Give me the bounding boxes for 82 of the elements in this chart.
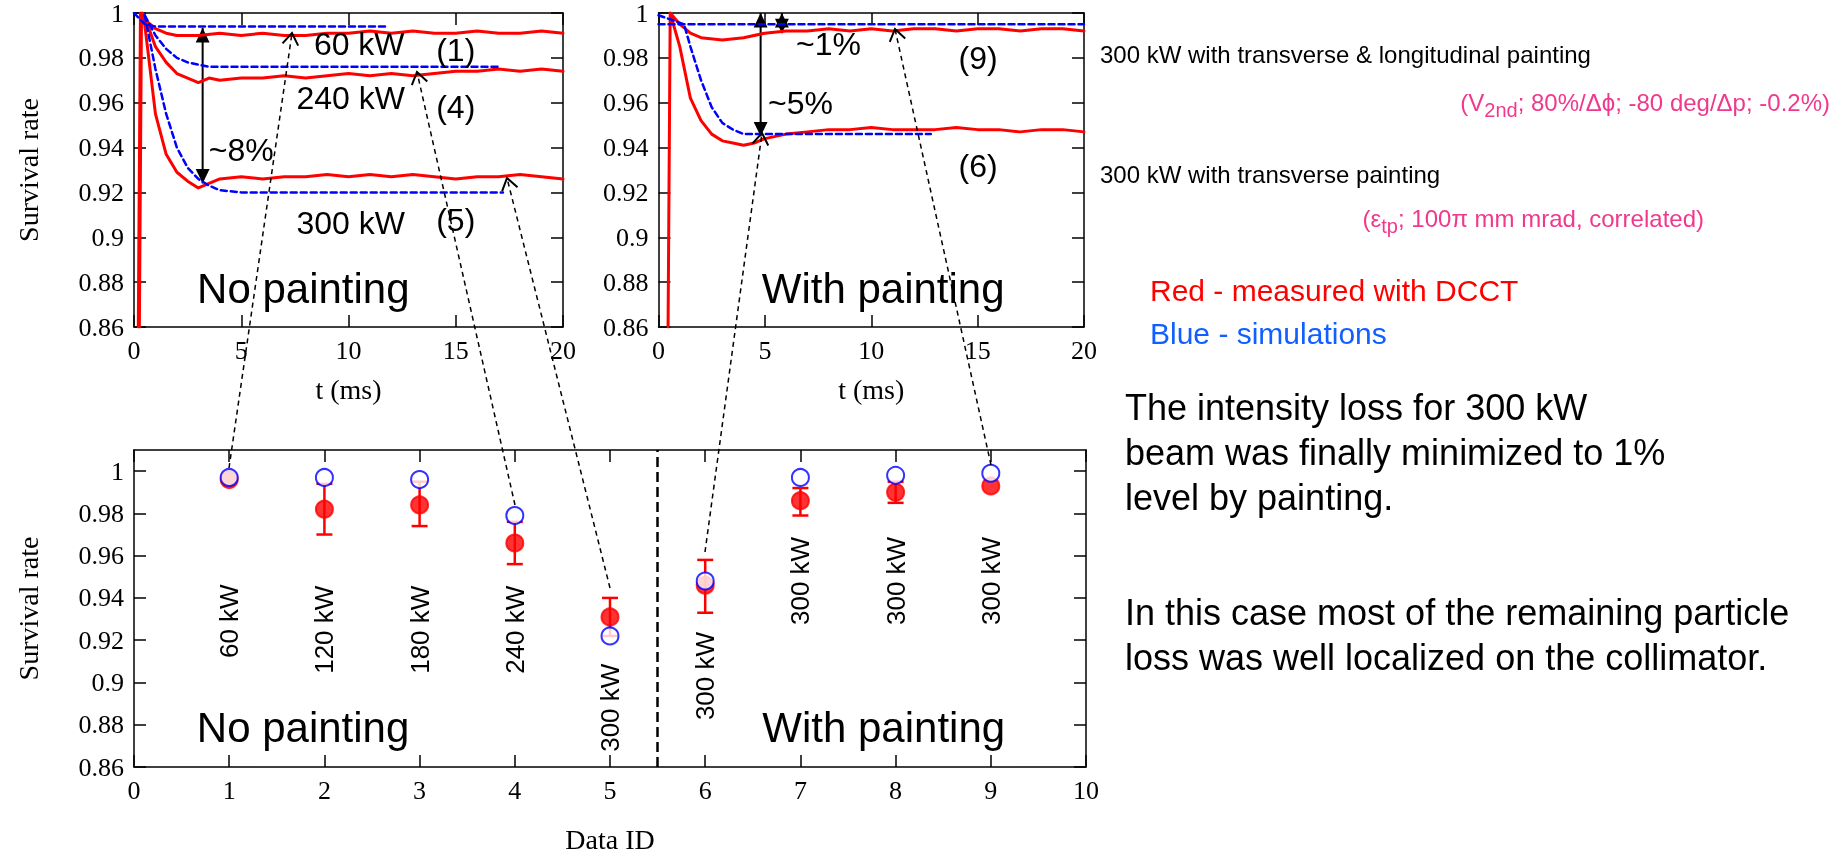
- y-tick-label: 0.96: [603, 88, 649, 118]
- annotation: 240 kW: [296, 80, 406, 117]
- x-tick-label: 15: [442, 335, 469, 365]
- x-tick-label: 10: [858, 335, 885, 365]
- y-tick-label: 0.96: [78, 541, 124, 571]
- y-tick-label: 1: [635, 0, 649, 28]
- y-tick-label: 0.98: [78, 43, 124, 73]
- annotation: (1): [436, 31, 476, 68]
- annotation: 180 kW: [404, 585, 435, 674]
- y-tick-label: 0.86: [603, 312, 649, 342]
- y-tick-label: 0.88: [78, 267, 124, 297]
- y-tick-label: 1: [111, 456, 124, 486]
- x-tick-label: 6: [698, 775, 712, 805]
- x-tick-label: 0: [127, 775, 141, 805]
- annotation: 300 kW: [690, 631, 721, 721]
- x-tick-label: 20: [1071, 335, 1097, 365]
- y-tick-label: 0.86: [78, 312, 124, 342]
- x-tick-label: 3: [413, 775, 427, 805]
- y-tick-label: 0.92: [78, 625, 124, 655]
- x-tick-label: 0: [127, 335, 141, 365]
- annotation: 300 kW: [595, 663, 625, 752]
- y-axis-title: Survival rate: [12, 98, 44, 242]
- text: 300 kW with transverse & longitudinal painting: [1100, 40, 1591, 70]
- y-tick-label: 0.98: [78, 498, 124, 528]
- annotation: (4): [436, 89, 476, 126]
- x-tick-label: 4: [508, 775, 522, 805]
- y-tick-label: 0.9: [91, 222, 124, 252]
- x-tick-label: 5: [234, 335, 248, 365]
- annotation: (5): [436, 202, 476, 239]
- annotation: With painting: [761, 264, 1005, 312]
- annotation: ~8%: [208, 132, 274, 169]
- annotation: No painting: [197, 264, 410, 312]
- annotation: 120 kW: [309, 585, 340, 674]
- x-tick-label: 20: [550, 335, 576, 365]
- y-tick-label: 0.9: [616, 222, 649, 252]
- y-tick-label: 0.96: [78, 88, 124, 118]
- y-tick-label: 0.88: [78, 710, 124, 740]
- annotation: 300 kW: [880, 536, 911, 625]
- annotation: ~1%: [796, 25, 862, 62]
- x-tick-label: 9: [984, 775, 998, 805]
- annotation: 300 kW: [296, 204, 406, 241]
- annotation: No painting: [196, 703, 410, 751]
- text: 300 kW with transverse painting: [1100, 160, 1441, 190]
- x-axis-title: Data ID: [565, 823, 655, 855]
- annotation: 60 kW: [313, 25, 406, 62]
- text: (V$_{2nd}$; 80%/Δϕ; -80 deg/Δp; -0.2%): [1460, 88, 1830, 123]
- x-tick-label: 10: [335, 335, 362, 365]
- y-tick-label: 1: [111, 0, 124, 28]
- annotation: (9): [958, 39, 998, 76]
- text: In this case most of the remaining particle loss was well localized on the collimator.: [1125, 591, 1791, 680]
- annotation: (6): [958, 148, 998, 185]
- text: (ε$_{tp}$; 100π mm mrad, correlated): [1362, 204, 1704, 239]
- x-tick-label: 7: [793, 775, 807, 805]
- x-tick-label: 5: [758, 335, 772, 365]
- x-tick-label: 5: [603, 775, 617, 805]
- y-tick-label: 0.94: [603, 133, 649, 163]
- y-axis-title: Survival rate: [12, 536, 44, 681]
- annotation: 300 kW: [785, 536, 816, 625]
- annotation: 60 kW: [214, 583, 245, 659]
- x-tick-label: 1: [222, 775, 236, 805]
- x-tick-label: 10: [1073, 775, 1099, 805]
- y-tick-label: 0.94: [78, 583, 124, 613]
- annotation: With painting: [762, 703, 1006, 751]
- text: The intensity loss for 300 kW beam was finally minimized to 1% level by painting.: [1125, 386, 1667, 520]
- text: Blue - simulations: [1150, 316, 1387, 352]
- text: Red - measured with DCCT: [1150, 273, 1519, 309]
- x-tick-label: 0: [652, 335, 665, 365]
- y-tick-label: 0.92: [603, 177, 649, 207]
- x-axis-title: t (ms): [315, 373, 382, 405]
- y-tick-label: 0.9: [91, 667, 124, 697]
- y-tick-label: 0.98: [603, 43, 649, 73]
- annotation: 240 kW: [499, 585, 530, 674]
- x-tick-label: 2: [317, 775, 331, 805]
- y-tick-label: 0.88: [603, 267, 649, 297]
- annotation: 300 kW: [975, 536, 1006, 625]
- y-tick-label: 0.94: [78, 133, 124, 163]
- y-tick-label: 0.92: [78, 177, 124, 207]
- y-tick-label: 0.86: [78, 752, 124, 782]
- annotation: ~5%: [768, 84, 834, 121]
- x-axis-title: t (ms): [838, 373, 905, 405]
- x-tick-label: 15: [964, 335, 991, 365]
- x-tick-label: 8: [889, 775, 903, 805]
